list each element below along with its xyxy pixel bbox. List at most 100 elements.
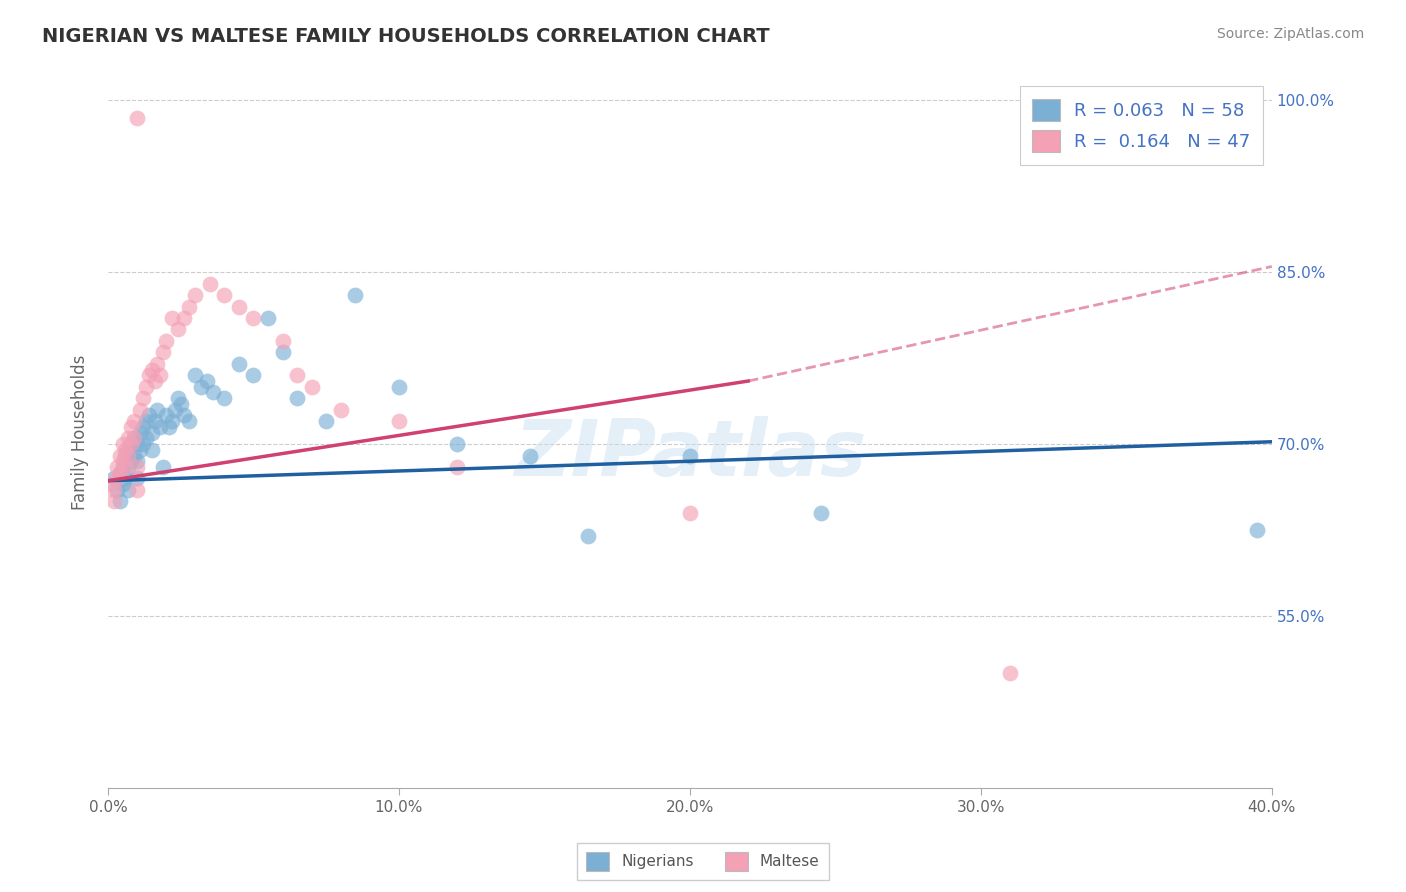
- Point: [120, 437, 142, 451]
- Point: [315, 414, 337, 428]
- Point: [114, 471, 136, 485]
- Text: NIGERIAN VS MALTESE FAMILY HOUSEHOLDS CORRELATION CHART: NIGERIAN VS MALTESE FAMILY HOUSEHOLDS CO…: [42, 27, 770, 45]
- Point: [157, 420, 180, 434]
- Point: [141, 442, 163, 457]
- Point: [190, 380, 212, 394]
- Point: [149, 368, 172, 383]
- Point: [141, 425, 163, 440]
- Point: [122, 449, 145, 463]
- Point: [143, 374, 166, 388]
- Point: [108, 466, 131, 480]
- Point: [344, 288, 367, 302]
- Point: [138, 409, 160, 423]
- Point: [388, 414, 411, 428]
- Point: [228, 300, 250, 314]
- Point: [271, 345, 294, 359]
- Point: [173, 409, 195, 423]
- Point: [132, 391, 155, 405]
- Point: [127, 460, 149, 475]
- Y-axis label: Family Households: Family Households: [72, 355, 89, 510]
- Point: [127, 483, 149, 497]
- Point: [111, 460, 134, 475]
- Point: [388, 380, 411, 394]
- Point: [198, 277, 221, 291]
- Point: [242, 368, 264, 383]
- Point: [170, 397, 193, 411]
- Point: [105, 471, 128, 485]
- Point: [127, 471, 149, 485]
- Point: [114, 460, 136, 475]
- Point: [446, 437, 468, 451]
- Point: [184, 368, 207, 383]
- Point: [117, 449, 139, 463]
- Point: [135, 414, 157, 428]
- Legend: Nigerians, Maltese: Nigerians, Maltese: [578, 843, 828, 880]
- Point: [127, 437, 149, 451]
- Point: [163, 402, 186, 417]
- Point: [127, 111, 149, 125]
- Point: [100, 477, 122, 491]
- Point: [166, 322, 188, 336]
- Point: [127, 454, 149, 468]
- Point: [160, 311, 183, 326]
- Point: [135, 380, 157, 394]
- Point: [105, 460, 128, 475]
- Point: [114, 442, 136, 457]
- Point: [195, 374, 218, 388]
- Point: [301, 380, 323, 394]
- Point: [155, 334, 177, 348]
- Point: [679, 506, 702, 520]
- Point: [179, 300, 201, 314]
- Point: [179, 414, 201, 428]
- Legend: R = 0.063   N = 58, R =  0.164   N = 47: R = 0.063 N = 58, R = 0.164 N = 47: [1019, 87, 1263, 165]
- Text: Source: ZipAtlas.com: Source: ZipAtlas.com: [1216, 27, 1364, 41]
- Point: [679, 449, 702, 463]
- Point: [114, 449, 136, 463]
- Point: [141, 362, 163, 376]
- Point: [214, 391, 236, 405]
- Point: [120, 420, 142, 434]
- Point: [146, 357, 169, 371]
- Point: [173, 311, 195, 326]
- Point: [111, 454, 134, 468]
- Point: [108, 466, 131, 480]
- Point: [257, 311, 280, 326]
- Point: [228, 357, 250, 371]
- Point: [117, 442, 139, 457]
- Point: [122, 431, 145, 445]
- Point: [329, 402, 352, 417]
- Point: [184, 288, 207, 302]
- Point: [108, 494, 131, 508]
- Point: [152, 345, 174, 359]
- Point: [120, 437, 142, 451]
- Point: [810, 506, 832, 520]
- Point: [129, 442, 152, 457]
- Point: [117, 431, 139, 445]
- Point: [132, 420, 155, 434]
- Point: [285, 391, 308, 405]
- Point: [201, 385, 224, 400]
- Point: [1246, 523, 1268, 537]
- Point: [103, 494, 125, 508]
- Point: [111, 477, 134, 491]
- Point: [446, 460, 468, 475]
- Point: [166, 391, 188, 405]
- Point: [105, 483, 128, 497]
- Point: [519, 449, 541, 463]
- Point: [160, 414, 183, 428]
- Point: [214, 288, 236, 302]
- Point: [108, 449, 131, 463]
- Point: [998, 666, 1021, 681]
- Point: [149, 420, 172, 434]
- Point: [117, 460, 139, 475]
- Point: [242, 311, 264, 326]
- Point: [143, 414, 166, 428]
- Point: [138, 368, 160, 383]
- Point: [132, 437, 155, 451]
- Point: [146, 402, 169, 417]
- Point: [122, 431, 145, 445]
- Point: [129, 425, 152, 440]
- Point: [152, 460, 174, 475]
- Point: [103, 471, 125, 485]
- Point: [120, 454, 142, 468]
